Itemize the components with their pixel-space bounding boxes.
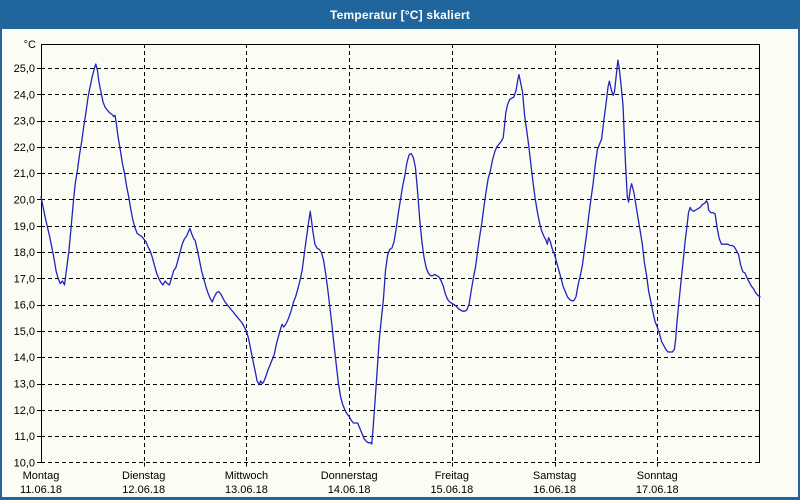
y-tick-label-10: 10,0 [14, 457, 35, 469]
x-day-date-1: 12.06.18 [122, 484, 165, 496]
y-tick-label-14: 14,0 [14, 352, 35, 364]
y-tick-label-11: 11,0 [14, 431, 35, 443]
x-day-date-4: 15.06.18 [430, 484, 473, 496]
window-titlebar: Temperatur [°C] skaliert [0, 0, 800, 29]
x-day-date-0: 11.06.18 [20, 484, 62, 496]
x-day-name-2: Mittwoch [225, 470, 268, 482]
y-tick-label-22: 22,0 [14, 142, 35, 154]
window-frame-bottom [0, 497, 800, 500]
y-tick-label-12: 12,0 [14, 405, 35, 417]
x-day-date-5: 16.06.18 [533, 484, 576, 496]
x-day-name-1: Dienstag [122, 470, 165, 482]
y-tick-label-23: 23,0 [14, 116, 35, 128]
y-tick-label-17: 17,0 [14, 273, 35, 285]
y-tick-label-24: 24,0 [14, 89, 35, 101]
y-tick-label-19: 19,0 [14, 221, 35, 233]
x-day-name-4: Freitag [435, 470, 469, 482]
y-tick-label-21: 21,0 [14, 168, 35, 180]
x-day-date-6: 17.06.18 [636, 484, 679, 496]
y-tick-label-18: 18,0 [14, 247, 35, 259]
y-tick-label-25: 25,0 [14, 63, 35, 75]
x-day-name-0: Montag [23, 470, 60, 482]
y-axis-unit-label: °C [24, 39, 36, 51]
y-tick-label-16: 16,0 [14, 300, 35, 312]
x-day-name-3: Donnerstag [321, 470, 378, 482]
x-day-name-6: Sonntag [637, 470, 678, 482]
x-day-date-2: 13.06.18 [225, 484, 268, 496]
y-tick-label-13: 13,0 [14, 379, 35, 391]
window-frame-left [0, 29, 2, 500]
temperature-curve-temperatur [40, 59, 761, 445]
window-frame-right [798, 29, 800, 500]
window-title: Temperatur [°C] skaliert [329, 7, 471, 22]
y-tick-label-20: 20,0 [14, 194, 35, 206]
y-tick-label-15: 15,0 [14, 326, 35, 338]
x-day-date-3: 14.06.18 [328, 484, 371, 496]
x-day-name-5: Samstag [533, 470, 576, 482]
